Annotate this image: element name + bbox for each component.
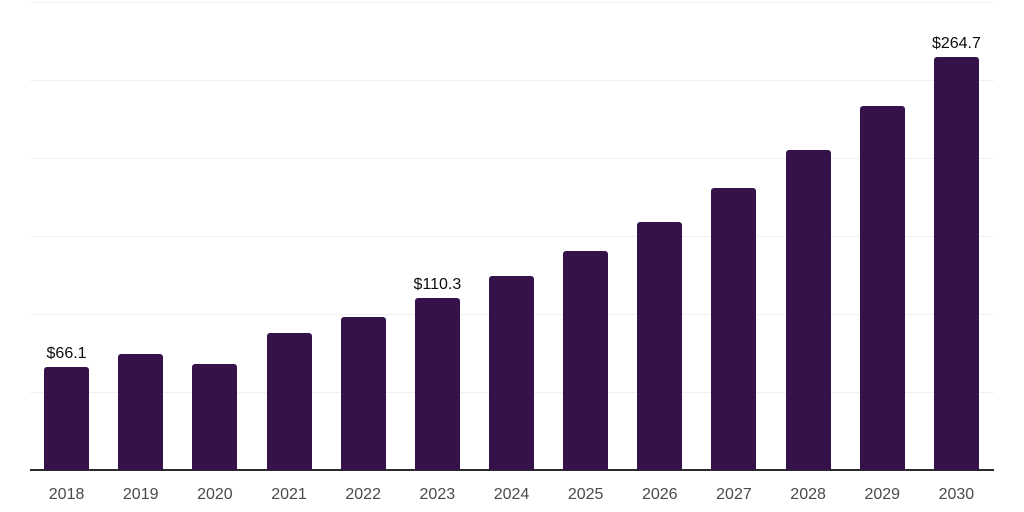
bar-2027 <box>711 188 757 470</box>
bar-2018 <box>44 366 90 470</box>
bar-2030 <box>933 57 979 470</box>
x-axis-label-2021: 2021 <box>271 486 307 503</box>
x-axis-label-2028: 2028 <box>790 486 826 503</box>
value-label-2030: $264.7 <box>931 35 981 53</box>
bar-2028 <box>785 150 831 470</box>
x-axis-baseline <box>29 469 994 471</box>
bar-2022 <box>340 316 386 470</box>
x-axis-label-2026: 2026 <box>641 486 678 503</box>
x-axis-label-2019: 2019 <box>122 486 159 503</box>
x-axis-label-2022: 2022 <box>345 486 381 503</box>
bar-2021 <box>266 333 312 470</box>
bar-2019 <box>118 354 164 470</box>
x-axis-label-2027: 2027 <box>716 486 752 503</box>
gridline-200 <box>29 158 994 159</box>
x-axis-label-2030: 2030 <box>938 486 975 503</box>
x-axis-label-2018: 2018 <box>48 486 85 503</box>
x-axis-label-2023: 2023 <box>419 486 456 503</box>
x-axis-label-2020: 2020 <box>197 486 233 503</box>
bar-2026 <box>637 222 683 470</box>
x-axis-label-2025: 2025 <box>567 486 604 503</box>
bar-2024 <box>489 275 534 470</box>
value-label-2018: $66.1 <box>46 344 87 362</box>
x-axis-label-2024: 2024 <box>493 486 530 503</box>
bar-2025 <box>563 250 609 470</box>
bar-2023 <box>414 297 460 470</box>
gridline-150 <box>29 236 994 237</box>
bar-2020 <box>192 363 238 470</box>
gridline-300 <box>29 2 994 3</box>
value-label-2023: $110.3 <box>413 275 462 293</box>
gridline-250 <box>29 80 994 81</box>
x-axis-label-2029: 2029 <box>864 486 901 503</box>
bar-2029 <box>859 106 905 470</box>
